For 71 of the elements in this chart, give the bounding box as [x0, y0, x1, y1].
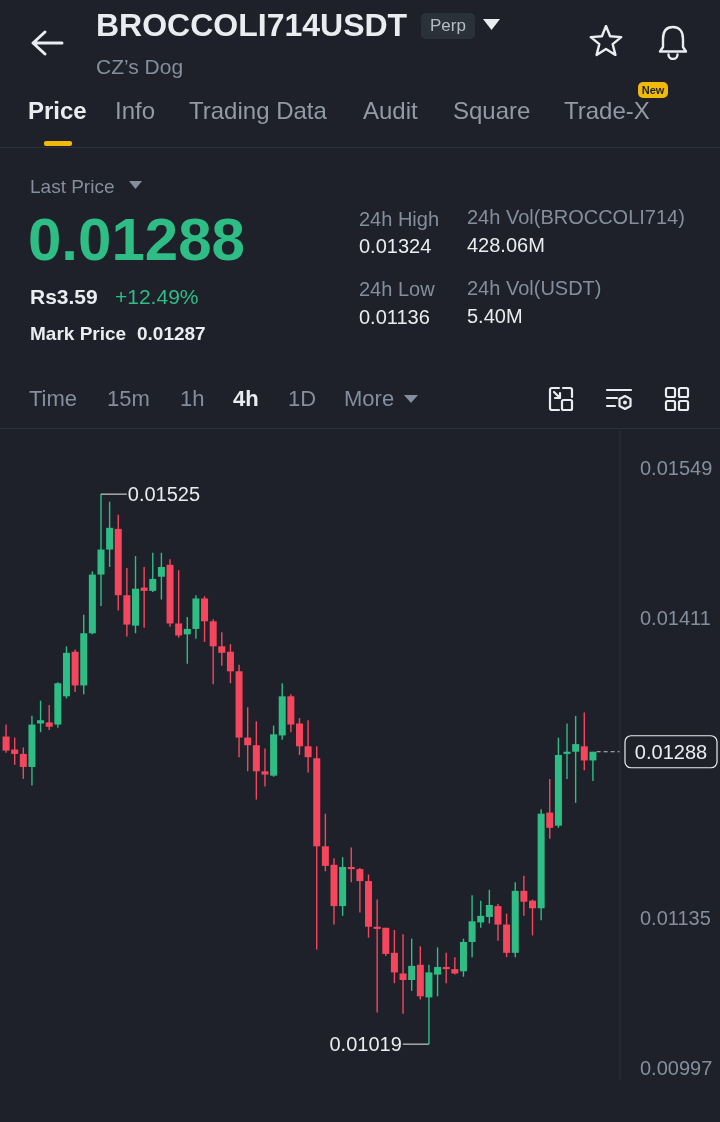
text: 0.01287	[137, 322, 206, 344]
text: 5.40M	[467, 305, 523, 327]
text: More	[344, 386, 395, 411]
text: Price	[28, 97, 87, 124]
candlestick	[589, 751, 597, 782]
text: Trade-X	[564, 97, 650, 124]
text: +12.49%	[115, 284, 199, 308]
candlestick	[140, 566, 148, 629]
candlestick	[520, 874, 528, 917]
text: 0.01136	[359, 306, 430, 328]
candlestick	[261, 747, 269, 788]
candlestick	[347, 846, 355, 883]
candlestick	[183, 616, 191, 665]
candlestick	[442, 952, 450, 984]
candlestick	[485, 889, 493, 925]
candlestick	[295, 717, 303, 756]
candlestick	[563, 722, 571, 780]
y-tick-label: 0.01411	[640, 607, 711, 630]
y-tick-label: 0.01135	[640, 907, 711, 930]
text: 15m	[107, 386, 150, 411]
text: Info	[115, 97, 156, 124]
candlestick	[37, 699, 45, 733]
chart-title: BROCCOLI714USDT	[96, 7, 408, 43]
text: Mark Price	[30, 322, 127, 344]
text: Trading Data	[189, 97, 327, 124]
text: 4h	[233, 386, 259, 411]
candlestick	[226, 643, 234, 684]
y-tick-label: 0.01549	[640, 457, 713, 480]
candlestick	[304, 719, 312, 774]
text: 24h Vol(USDT)	[467, 277, 602, 299]
text: Rs3.59	[30, 284, 98, 308]
candlestick	[408, 938, 416, 992]
candlestick	[580, 711, 588, 771]
candlestick	[494, 903, 502, 942]
candlestick	[529, 898, 536, 937]
candlestick	[45, 704, 53, 731]
text: 1D	[288, 386, 317, 411]
candlestick	[175, 569, 183, 639]
badge: Perp	[421, 13, 475, 39]
candlestick	[19, 746, 27, 780]
text: 1h	[180, 386, 205, 411]
y-tick-label: 0.00997	[640, 1057, 713, 1080]
candlestick	[201, 595, 209, 643]
candlestick	[157, 552, 165, 601]
text: 0.01288	[28, 206, 245, 273]
text: 24h Vol(BROCCOLI714)	[467, 206, 685, 228]
text: Time	[29, 386, 78, 411]
badge: New	[638, 82, 668, 98]
text: 0.01324	[359, 235, 432, 257]
candlestick	[572, 715, 580, 804]
chart-subtitle: CZ’s Dog	[96, 55, 184, 78]
ref-line-label: 0.01288	[634, 740, 708, 763]
candlestick	[244, 706, 252, 772]
candlestick	[399, 933, 407, 1015]
annotation: 0.01525	[127, 483, 201, 506]
candlestick	[546, 778, 554, 840]
candlestick	[451, 956, 459, 976]
candlestick	[434, 946, 442, 997]
candlestick	[149, 552, 157, 593]
candlestick	[356, 867, 364, 914]
candlestick	[390, 929, 398, 984]
text: Last Price	[30, 175, 115, 197]
text: 24h High	[359, 208, 440, 230]
text: Square	[453, 97, 531, 124]
candlestick	[106, 501, 114, 568]
text: 24h Low	[359, 278, 435, 300]
candlestick	[321, 813, 329, 872]
text: Audit	[363, 97, 418, 124]
candlestick	[218, 631, 226, 667]
text: 428.06M	[467, 234, 545, 256]
annotation: 0.01019	[329, 1033, 402, 1056]
